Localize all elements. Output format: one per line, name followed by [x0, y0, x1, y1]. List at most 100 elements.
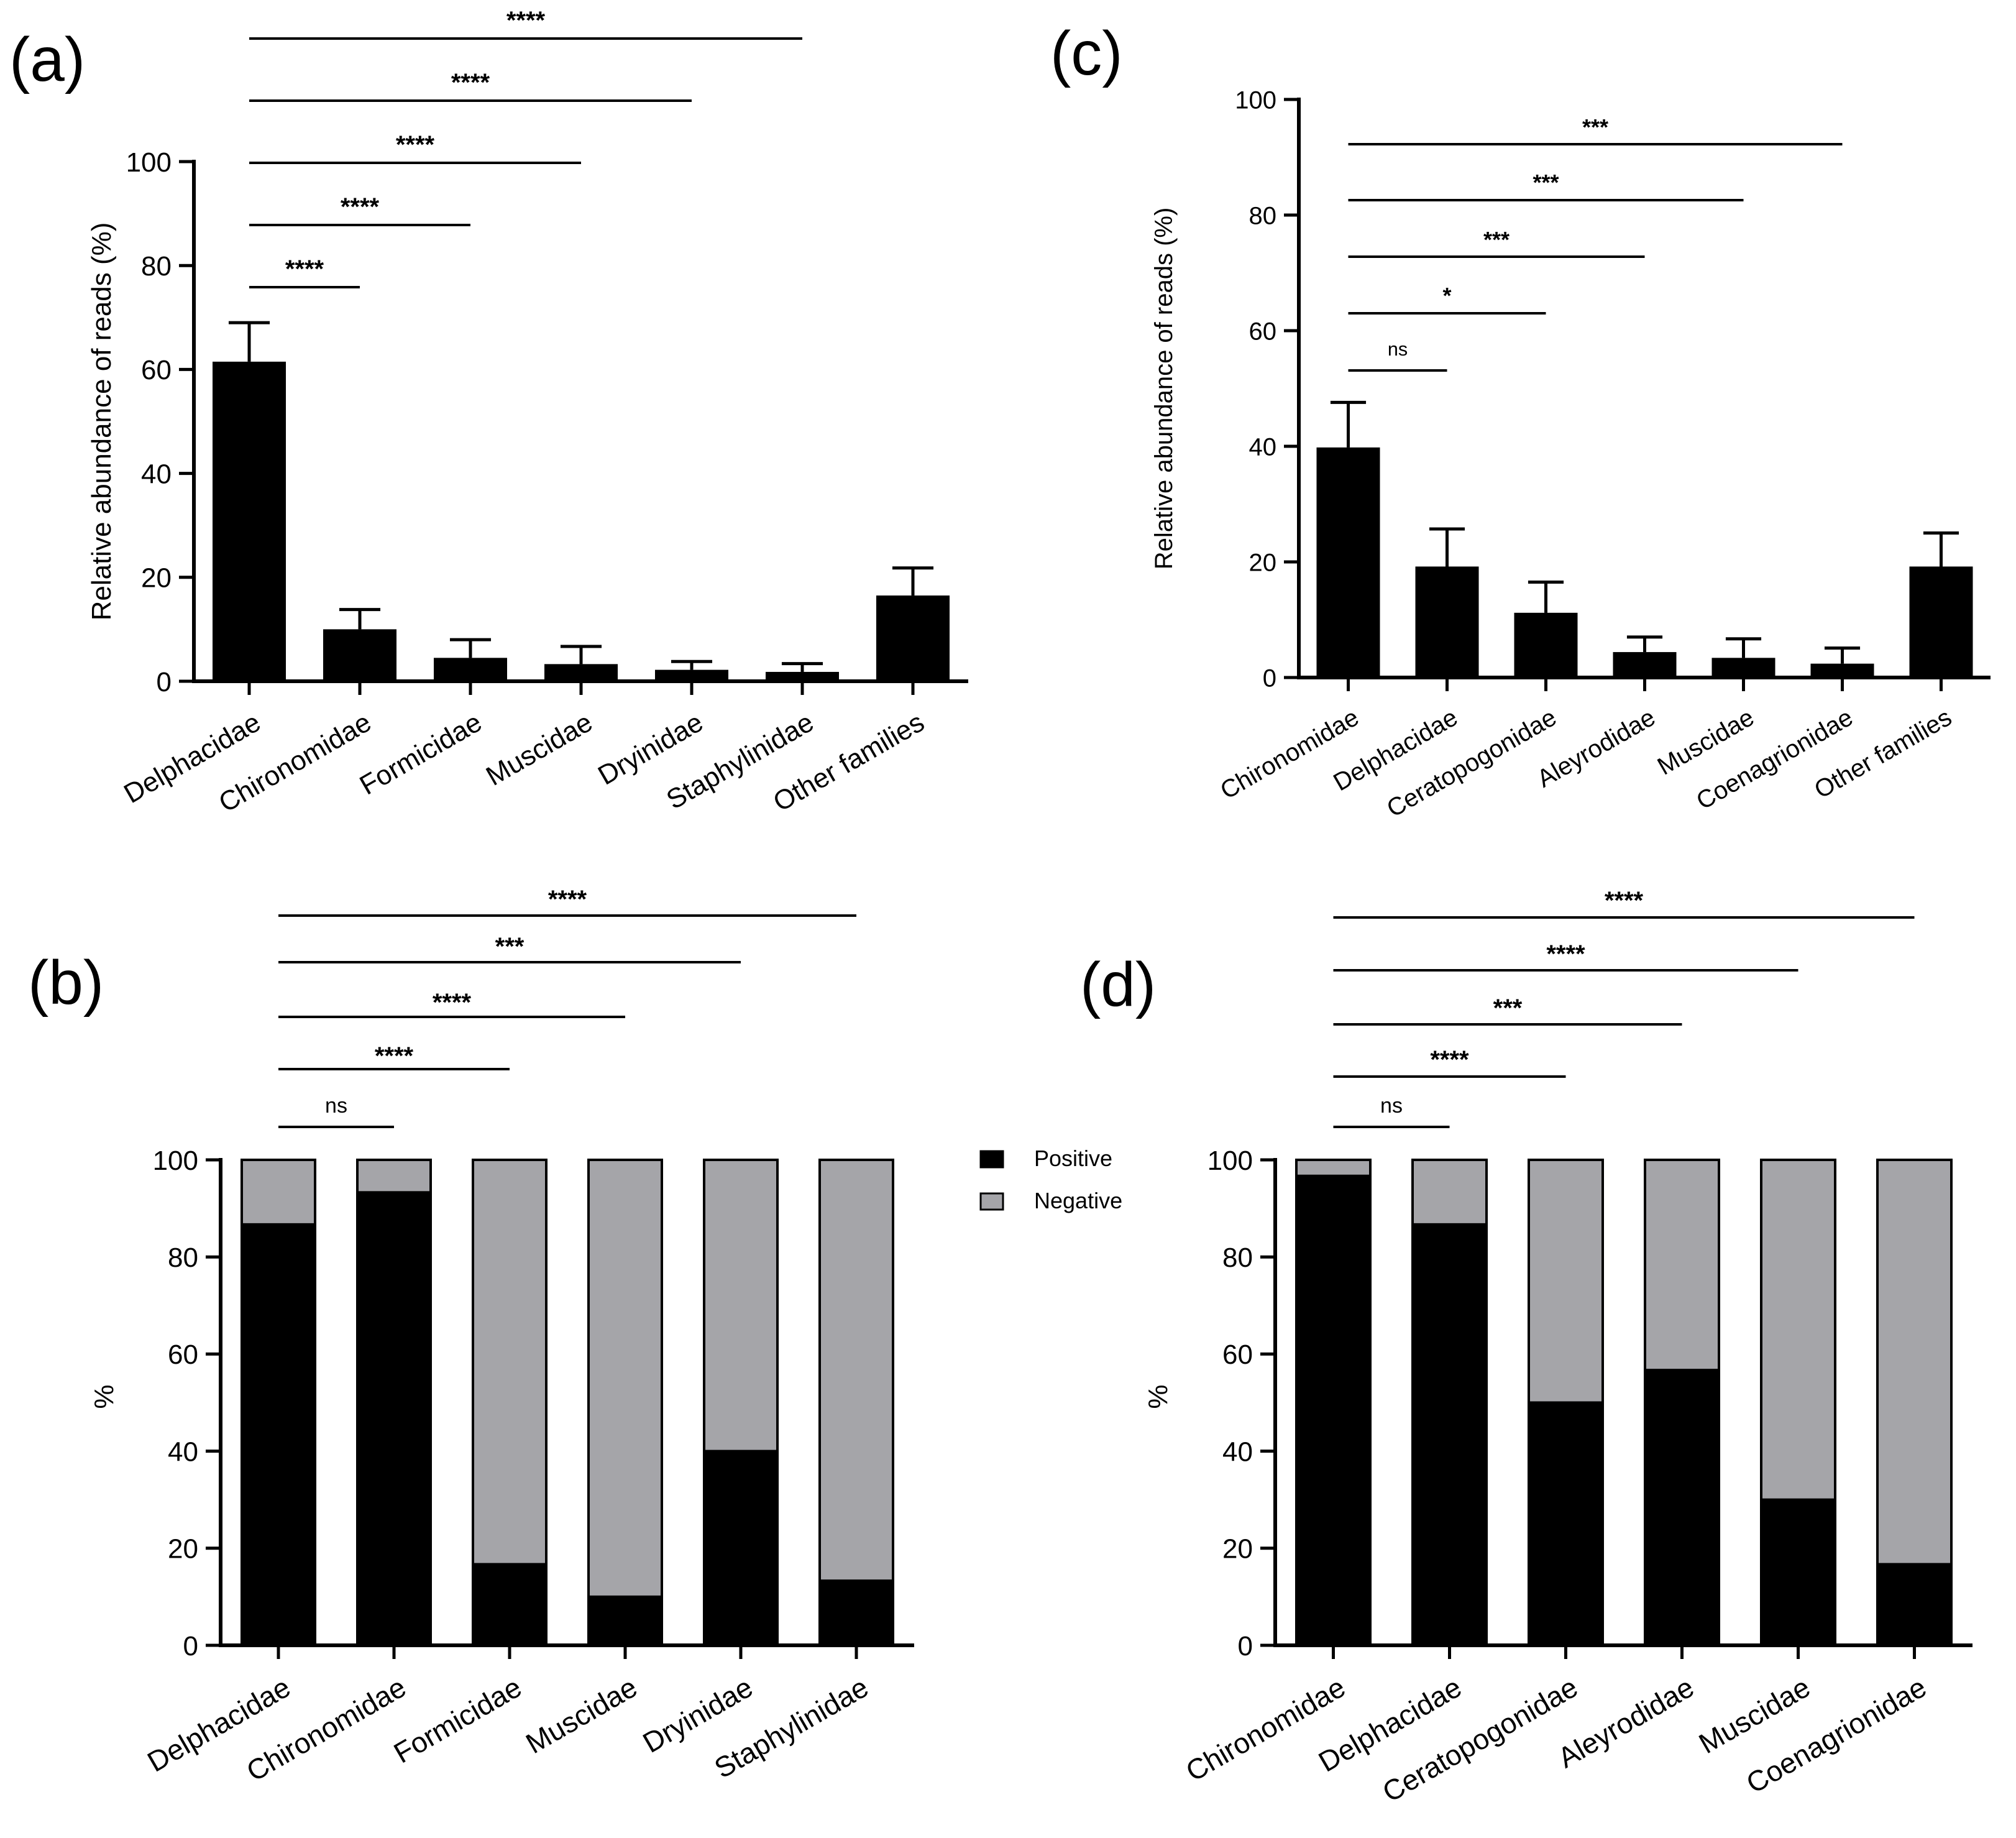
y-tick-label: 100	[153, 1146, 198, 1176]
bar-negative-delphacidae	[241, 1159, 316, 1226]
bar-negative-delphacidae	[1411, 1159, 1488, 1226]
panel-b: (b)%020406080100DelphacidaeChironomidaeF…	[28, 886, 1122, 1788]
significance-label: ****	[375, 1042, 414, 1070]
panel-d: (d)%020406080100ChironomidaeDelphacidaeC…	[1080, 887, 1972, 1808]
bar-coenagrionidae	[1810, 663, 1874, 678]
panel-a: (a) Relative abundance of reads (%) 0 20 40 6…	[9, 7, 968, 819]
bar-positive-chironomidae	[356, 1191, 432, 1647]
bar-negative-muscidae	[587, 1159, 663, 1598]
y-tick-label: 20	[1222, 1534, 1253, 1565]
bar-delphacidae	[1415, 566, 1479, 678]
x-tick-label: Muscidae	[520, 1671, 642, 1760]
bar-positive-ceratopogonidae	[1528, 1401, 1604, 1647]
significance-label: ***	[1582, 114, 1608, 140]
significance-label: ****	[341, 193, 380, 221]
x-tick-label: Ceratopogonidae	[1382, 704, 1561, 823]
bar-negative-ceratopogonidae	[1528, 1159, 1604, 1404]
y-tick-label: 60	[1222, 1339, 1253, 1370]
y-tick-label: 100	[1235, 86, 1276, 114]
bar-positive-staphylinidae	[818, 1579, 894, 1647]
y-tick-label: 0	[1238, 1631, 1253, 1661]
y-tick-label: 20	[141, 563, 172, 594]
bar-dryinidae	[655, 669, 728, 681]
bar-negative-aleyrodidae	[1644, 1159, 1720, 1372]
bar-chironomidae	[1316, 447, 1380, 678]
bar-positive-formicidae	[472, 1563, 548, 1647]
y-tick-label: 40	[141, 459, 172, 489]
y-tick-label: 0	[183, 1631, 198, 1661]
panel-c: (c) Relative abundance of reads (%) 0 20 40 6…	[1050, 19, 1991, 823]
significance-label: ****	[1546, 940, 1585, 968]
significance-label: ****	[285, 255, 324, 283]
significance-label: ****	[396, 131, 435, 159]
y-axis-title: Relative abundance of reads (%)	[86, 223, 117, 621]
bar-ceratopogonidae	[1514, 612, 1578, 678]
y-tick-label: 100	[1207, 1146, 1253, 1176]
y-tick-label: 0	[1263, 664, 1276, 692]
significance-label: *	[1442, 283, 1451, 308]
panel-label: (a)	[9, 25, 85, 94]
y-tick-label: 80	[141, 251, 172, 282]
bar-positive-delphacidae	[241, 1223, 316, 1647]
bar-muscidae	[544, 664, 618, 681]
y-tick-label: 80	[168, 1243, 198, 1273]
significance-label: ****	[433, 989, 472, 1016]
significance-label: ***	[495, 933, 525, 960]
y-tick-label: 80	[1249, 202, 1277, 229]
y-axis-title: Relative abundance of reads (%)	[1150, 208, 1178, 570]
bar-staphylinidae	[766, 671, 839, 681]
significance-label: ****	[1605, 887, 1644, 914]
y-axis-title: %	[89, 1384, 119, 1408]
significance-label: ns	[325, 1094, 347, 1118]
bar-muscidae	[1711, 658, 1775, 678]
x-tick-label: Ceratopogonidae	[1377, 1671, 1583, 1809]
bar-positive-muscidae	[587, 1595, 663, 1647]
bar-positive-coenagrionidae	[1876, 1563, 1953, 1647]
y-tick-label: 40	[168, 1436, 198, 1467]
y-axis-title: %	[1143, 1384, 1173, 1408]
y-tick-label: 20	[1249, 549, 1277, 576]
bar-other-families	[1909, 566, 1973, 678]
significance-label: ***	[1493, 995, 1523, 1022]
bar-positive-chironomidae	[1295, 1174, 1372, 1647]
significance-label: ****	[506, 7, 546, 34]
significance-label: ns	[1380, 1094, 1403, 1118]
significance-label: ***	[1483, 227, 1510, 252]
bar-negative-coenagrionidae	[1876, 1159, 1953, 1566]
bar-formicidae	[434, 658, 507, 681]
bar-negative-chironomidae	[1295, 1159, 1372, 1177]
y-tick-label: 40	[1222, 1436, 1253, 1467]
y-tick-label: 20	[168, 1534, 198, 1565]
panel-label: (d)	[1080, 950, 1156, 1019]
panel-label: (b)	[28, 948, 104, 1018]
legend-swatch-positive	[979, 1150, 1004, 1169]
bar-negative-dryinidae	[703, 1159, 779, 1453]
x-tick-label: Formicidae	[355, 707, 487, 801]
bar-other-families	[876, 595, 950, 681]
bar-chironomidae	[323, 629, 396, 681]
x-tick-label: Muscidae	[481, 707, 598, 792]
y-tick-label: 60	[141, 355, 172, 385]
bar-positive-aleyrodidae	[1644, 1369, 1720, 1647]
x-tick-label: Formicidae	[388, 1671, 527, 1770]
bar-negative-muscidae	[1760, 1159, 1836, 1501]
significance-label: ****	[548, 886, 587, 913]
bar-positive-delphacidae	[1411, 1223, 1488, 1647]
y-tick-label: 100	[126, 147, 172, 178]
legend-label-positive: Positive	[1034, 1146, 1112, 1171]
legend-label-negative: Negative	[1034, 1188, 1122, 1213]
bar-positive-dryinidae	[703, 1450, 779, 1647]
bar-negative-staphylinidae	[818, 1159, 894, 1583]
significance-label: ****	[1430, 1046, 1469, 1073]
bar-negative-formicidae	[472, 1159, 548, 1566]
y-tick-label: 60	[1249, 318, 1277, 345]
bar-positive-muscidae	[1760, 1498, 1836, 1647]
bar-delphacidae	[213, 361, 286, 681]
bar-negative-chironomidae	[356, 1159, 432, 1194]
y-tick-label: 80	[1222, 1243, 1253, 1273]
bar-aleyrodidae	[1613, 652, 1677, 678]
panel-label: (c)	[1050, 19, 1123, 88]
y-tick-label: 40	[1249, 433, 1277, 461]
significance-label: ***	[1533, 170, 1559, 195]
